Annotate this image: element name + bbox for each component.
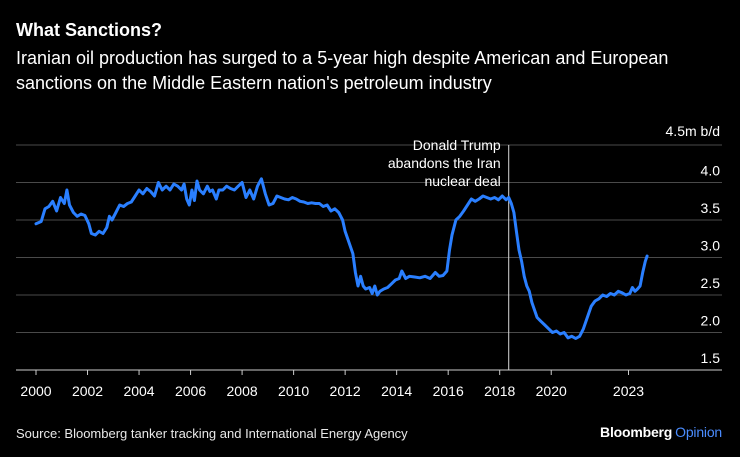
brand-main: Bloomberg: [600, 424, 673, 440]
y-axis-unit-label: 4.5m b/d: [666, 123, 720, 139]
annotation-text: nuclear deal: [424, 173, 500, 189]
x-tick-label: 2008: [227, 383, 258, 399]
y-tick-label: 2.5: [701, 275, 721, 291]
series-layer: [34, 177, 649, 340]
x-tick-label: 2016: [433, 383, 464, 399]
y-tick-label: 3.5: [701, 200, 721, 216]
axis-layer: 1.5 2.0 2.5 3.0 3.5 4.0 4.5m b/d 2000 2002 2004 20…: [20, 123, 720, 399]
x-tick-label: 2004: [123, 383, 154, 399]
chart-title: What Sanctions?: [16, 20, 163, 40]
x-tick-label: 2000: [20, 383, 51, 399]
chart-subtitle: Iranian oil production has surged to a 5…: [16, 48, 669, 93]
bloomberg-opinion-logo: Bloomberg Opinion: [600, 424, 722, 440]
y-tick-label: 3.0: [701, 238, 721, 254]
x-tick-label: 2018: [484, 383, 515, 399]
annotation-layer: Donald Trump abandons the Iran nuclear dea…: [388, 137, 510, 370]
y-tick-label: 1.5: [701, 350, 721, 366]
annotation-text: abandons the Iran: [388, 155, 501, 171]
x-tick-label: 2010: [278, 383, 309, 399]
source-note: Source: Bloomberg tanker tracking and In…: [16, 426, 408, 441]
grid-layer: [16, 144, 722, 371]
x-tick-label: 2012: [330, 383, 361, 399]
x-tick-label: 2020: [536, 383, 567, 399]
x-tick-label: 2023: [613, 383, 644, 399]
series-line: [34, 177, 649, 340]
x-tick-label: 2014: [381, 383, 412, 399]
annotation-text: Donald Trump: [413, 137, 501, 153]
x-tick-label: 2002: [72, 383, 103, 399]
x-tick-label: 2006: [175, 383, 206, 399]
y-tick-label: 4.0: [701, 163, 721, 179]
y-tick-label: 2.0: [701, 313, 721, 329]
brand-sub: Opinion: [675, 424, 722, 440]
